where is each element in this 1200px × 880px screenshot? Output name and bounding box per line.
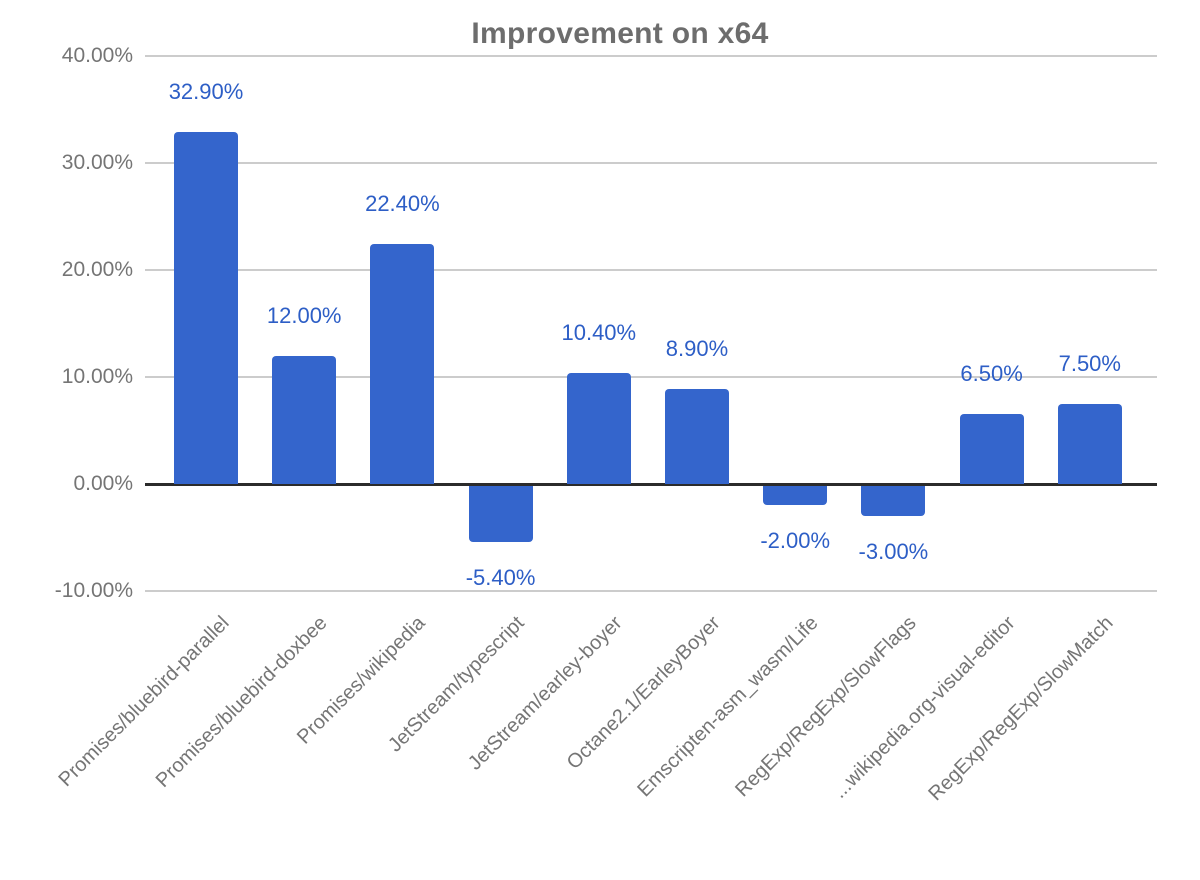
y-tick-label: 0.00% [73, 472, 133, 495]
gridline [145, 376, 1157, 378]
bar-value-label: 12.00% [266, 302, 342, 328]
bar-value-label: 22.40% [365, 191, 440, 217]
x-category-label: RegExp/RegExp/SlowMatch [924, 612, 1118, 806]
bar-value-label: 10.40% [561, 319, 637, 345]
bar[interactable] [959, 414, 1024, 484]
bar[interactable] [1057, 403, 1122, 484]
y-tick-label: 40.00% [61, 44, 133, 67]
bar-value-label: -3.00% [858, 539, 929, 565]
bar-value-label: -5.40% [465, 564, 536, 590]
bar[interactable] [861, 486, 926, 517]
bar[interactable] [370, 244, 435, 484]
gridline [145, 55, 1157, 57]
y-tick-label: 30.00% [61, 151, 133, 174]
bar[interactable] [468, 486, 533, 542]
bar-value-label: 8.90% [665, 335, 729, 361]
bar-value-label: 32.90% [168, 78, 244, 104]
bar[interactable] [763, 486, 828, 506]
gridline [145, 590, 1157, 592]
gridline [145, 162, 1157, 164]
gridline [145, 269, 1157, 271]
bar[interactable] [566, 372, 631, 484]
y-tick-label: -10.00% [54, 579, 133, 602]
bar[interactable] [174, 131, 238, 484]
bar-value-label: 7.50% [1058, 350, 1121, 376]
y-tick-label: 10.00% [61, 365, 133, 388]
bar-value-label: 6.50% [960, 361, 1023, 387]
bar[interactable] [272, 355, 337, 484]
chart-title: Improvement on x64 [471, 17, 769, 50]
y-tick-label: 20.00% [61, 258, 133, 281]
bar-value-label: -2.00% [760, 528, 831, 554]
zero-axis-line [145, 482, 1157, 486]
bar[interactable] [665, 388, 729, 484]
